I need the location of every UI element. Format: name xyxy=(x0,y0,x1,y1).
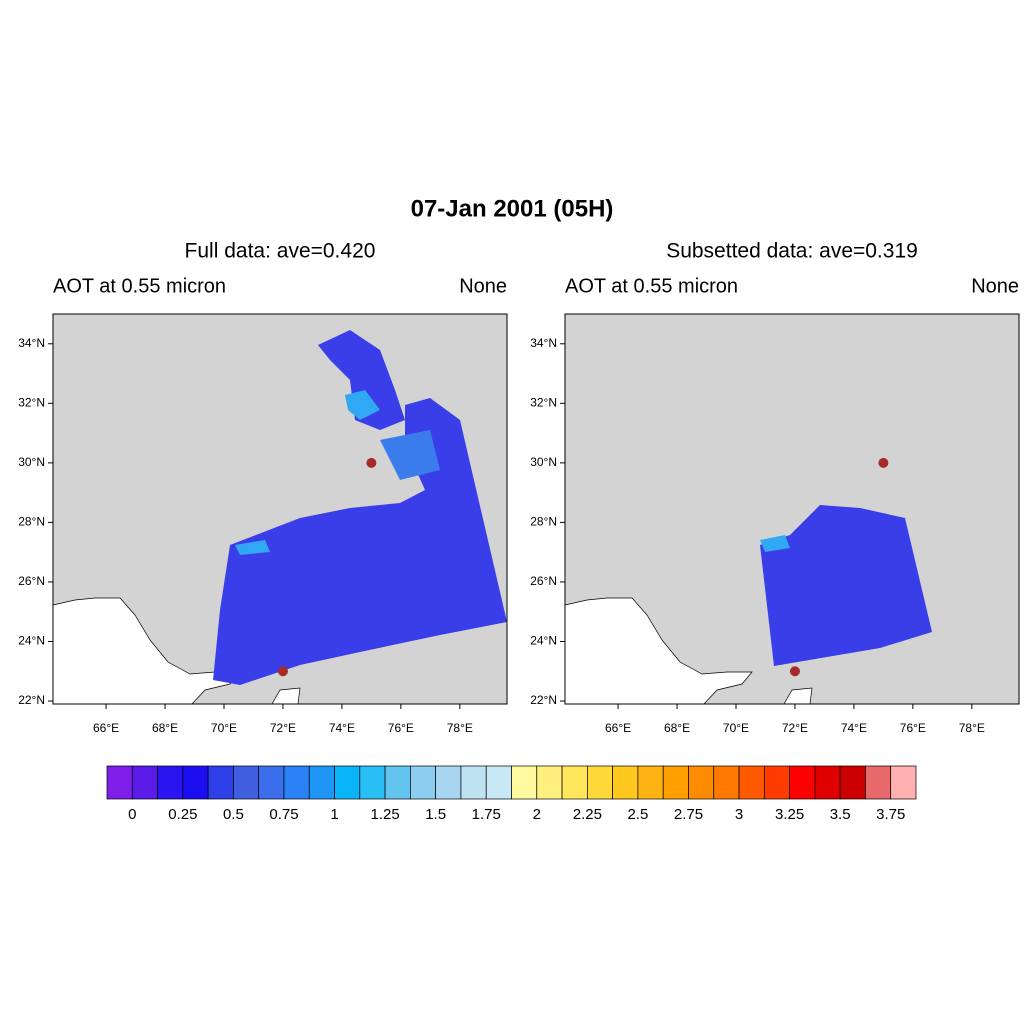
colorbar-box xyxy=(334,765,361,800)
colorbar-box xyxy=(688,765,715,800)
x-tick-label: 70°E xyxy=(211,721,237,735)
x-tick-label: 74°E xyxy=(329,721,355,735)
variable-label: AOT at 0.55 micron xyxy=(565,275,738,297)
x-tick-label: 76°E xyxy=(900,721,926,735)
colorbar-label: 3.5 xyxy=(830,806,851,823)
data-swath xyxy=(318,330,405,430)
colorbar-box xyxy=(890,765,917,800)
colorbar-box xyxy=(384,765,411,800)
panel-title: Full data: ave=0.420 xyxy=(185,240,376,263)
colorbar-label: 3.75 xyxy=(876,806,905,823)
colorbar-label: 2.25 xyxy=(573,806,602,823)
units-label: None xyxy=(971,275,1019,297)
x-tick-label: 70°E xyxy=(723,721,749,735)
colorbar-box xyxy=(485,765,512,800)
colorbar-box xyxy=(460,765,487,800)
colorbar-label: 2 xyxy=(533,806,541,823)
colorbar-box xyxy=(839,765,866,800)
x-tick-label: 78°E xyxy=(447,721,473,735)
colorbar-box xyxy=(233,765,260,800)
colorbar-box xyxy=(283,765,310,800)
units-label: None xyxy=(459,275,507,297)
y-tick-label: 30°N xyxy=(530,455,557,469)
colorbar-box xyxy=(258,765,285,800)
map-frame xyxy=(564,313,1020,705)
x-tick-label: 68°E xyxy=(664,721,690,735)
y-tick-label: 22°N xyxy=(18,693,45,707)
colorbar-box xyxy=(586,765,613,800)
colorbar-label: 0.75 xyxy=(269,806,298,823)
panel-title: Subsetted data: ave=0.319 xyxy=(666,240,918,263)
colorbar-label: 1.75 xyxy=(472,806,501,823)
station-marker xyxy=(878,457,889,468)
colorbar-box xyxy=(637,765,664,800)
figure-title: 07-Jan 2001 (05H) xyxy=(411,195,614,222)
y-tick-label: 34°N xyxy=(18,336,45,350)
coastline xyxy=(564,597,753,705)
data-swath xyxy=(235,540,270,555)
x-tick-label: 68°E xyxy=(152,721,178,735)
colorbar-box xyxy=(511,765,538,800)
colorbar-box xyxy=(561,765,588,800)
colorbar-label: 3.25 xyxy=(775,806,804,823)
colorbar-box xyxy=(865,765,892,800)
coastline xyxy=(52,597,241,705)
colorbar-box xyxy=(410,765,437,800)
station-marker xyxy=(789,666,800,677)
x-tick-label: 66°E xyxy=(93,721,119,735)
colorbar-box xyxy=(536,765,563,800)
x-tick-label: 72°E xyxy=(782,721,808,735)
y-tick-label: 26°N xyxy=(530,574,557,588)
x-tick-label: 66°E xyxy=(605,721,631,735)
colorbar-box xyxy=(207,765,234,800)
colorbar-box xyxy=(359,765,386,800)
colorbar-label: 1.25 xyxy=(370,806,399,823)
y-tick-label: 28°N xyxy=(530,515,557,529)
y-tick-label: 28°N xyxy=(18,515,45,529)
y-tick-label: 24°N xyxy=(530,634,557,648)
colorbar-box xyxy=(157,765,184,800)
colorbar-label: 2.75 xyxy=(674,806,703,823)
map-frame xyxy=(52,313,508,705)
colorbar-box xyxy=(182,765,209,800)
colorbar-box xyxy=(435,765,462,800)
y-tick-label: 22°N xyxy=(530,693,557,707)
x-tick-label: 78°E xyxy=(959,721,985,735)
y-tick-label: 26°N xyxy=(18,574,45,588)
colorbar: 0 0.25 0.5 0.75 1 1.25 1.5 1.75 2 2.25 2.5 2.75 3 3.2… xyxy=(106,765,917,823)
colorbar-box xyxy=(106,765,133,800)
data-swath xyxy=(380,430,440,480)
x-tick-label: 76°E xyxy=(388,721,414,735)
colorbar-label: 2.5 xyxy=(627,806,648,823)
y-tick-label: 32°N xyxy=(18,395,45,409)
x-tick-label: 74°E xyxy=(841,721,867,735)
colorbar-label: 0 xyxy=(128,806,136,823)
colorbar-box xyxy=(662,765,689,800)
data-swath xyxy=(345,390,380,420)
data-swath xyxy=(760,505,932,666)
colorbar-box xyxy=(763,765,790,800)
colorbar-box xyxy=(738,765,765,800)
y-tick-label: 30°N xyxy=(18,455,45,469)
colorbar-label: 3 xyxy=(735,806,743,823)
y-tick-label: 34°N xyxy=(530,336,557,350)
y-tick-label: 32°N xyxy=(530,395,557,409)
x-tick-label: 72°E xyxy=(270,721,296,735)
colorbar-label: 0.25 xyxy=(168,806,197,823)
station-marker xyxy=(366,457,377,468)
y-tick-label: 24°N xyxy=(18,634,45,648)
colorbar-label: 1.5 xyxy=(425,806,446,823)
colorbar-box xyxy=(713,765,740,800)
colorbar-box xyxy=(308,765,335,800)
station-marker xyxy=(277,666,288,677)
colorbar-label: 0.5 xyxy=(223,806,244,823)
colorbar-box xyxy=(814,765,841,800)
colorbar-label: 1 xyxy=(330,806,338,823)
colorbar-box xyxy=(131,765,158,800)
colorbar-box xyxy=(612,765,639,800)
colorbar-box xyxy=(789,765,816,800)
data-swath xyxy=(760,535,790,552)
variable-label: AOT at 0.55 micron xyxy=(53,275,226,297)
